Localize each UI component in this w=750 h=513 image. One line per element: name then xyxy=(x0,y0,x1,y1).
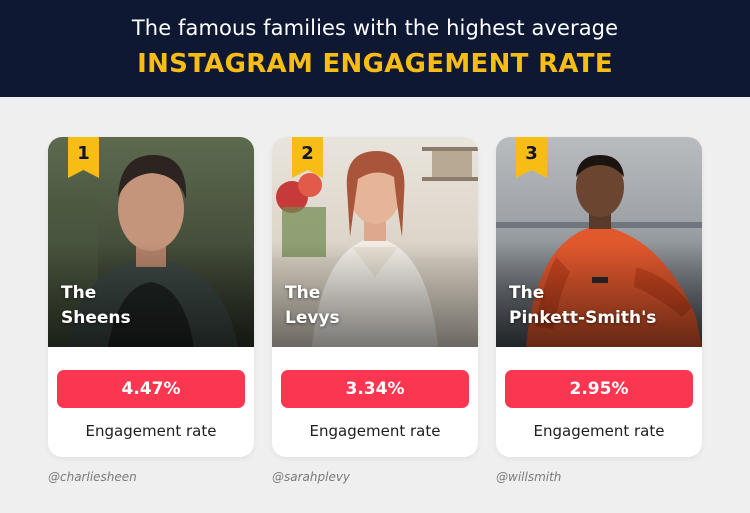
family-name-line2: Pinkett-Smith's xyxy=(509,308,657,328)
family-name-line1: The xyxy=(61,283,97,303)
family-name: The Sheens xyxy=(61,281,131,331)
rank-badge: 2 xyxy=(292,137,323,178)
rank-badge: 3 xyxy=(516,137,547,178)
header-banner: The famous families with the highest ave… xyxy=(0,0,750,97)
header-title: INSTAGRAM ENGAGEMENT RATE xyxy=(137,49,613,79)
family-name-line1: The xyxy=(285,283,321,303)
engagement-rate-value: 4.47% xyxy=(57,370,245,408)
rank-number: 1 xyxy=(77,143,90,164)
instagram-handle: @sarahplevy xyxy=(272,470,351,484)
engagement-rate-value: 2.95% xyxy=(505,370,693,408)
family-name-line2: Levys xyxy=(285,308,340,328)
family-name-line2: Sheens xyxy=(61,308,131,328)
header-subtitle: The famous families with the highest ave… xyxy=(131,16,619,40)
rank-number: 2 xyxy=(301,143,314,164)
family-photo-pinkett-smiths: 3 The Pinkett-Smith's xyxy=(496,137,702,347)
engagement-rate-label: Engagement rate xyxy=(309,422,441,440)
family-card-pinkett-smiths: 3 The Pinkett-Smith's 2.95% Engagement r… xyxy=(496,137,702,457)
family-name: The Levys xyxy=(285,281,340,331)
engagement-rate-label: Engagement rate xyxy=(85,422,217,440)
family-name-line1: The xyxy=(509,283,545,303)
family-photo-levys: 2 The Levys xyxy=(272,137,478,347)
rank-badge: 1 xyxy=(68,137,99,178)
engagement-rate-label: Engagement rate xyxy=(533,422,665,440)
family-name: The Pinkett-Smith's xyxy=(509,281,656,331)
rank-number: 3 xyxy=(525,143,538,164)
instagram-handle: @willsmith xyxy=(496,470,562,484)
engagement-rate-value: 3.34% xyxy=(281,370,469,408)
family-card-levys: 2 The Levys 3.34% Engagement rate xyxy=(272,137,478,457)
family-photo-sheens: 1 The Sheens xyxy=(48,137,254,347)
family-card-sheens: 1 The Sheens 4.47% Engagement rate xyxy=(48,137,254,457)
instagram-handle: @charliesheen xyxy=(48,470,137,484)
